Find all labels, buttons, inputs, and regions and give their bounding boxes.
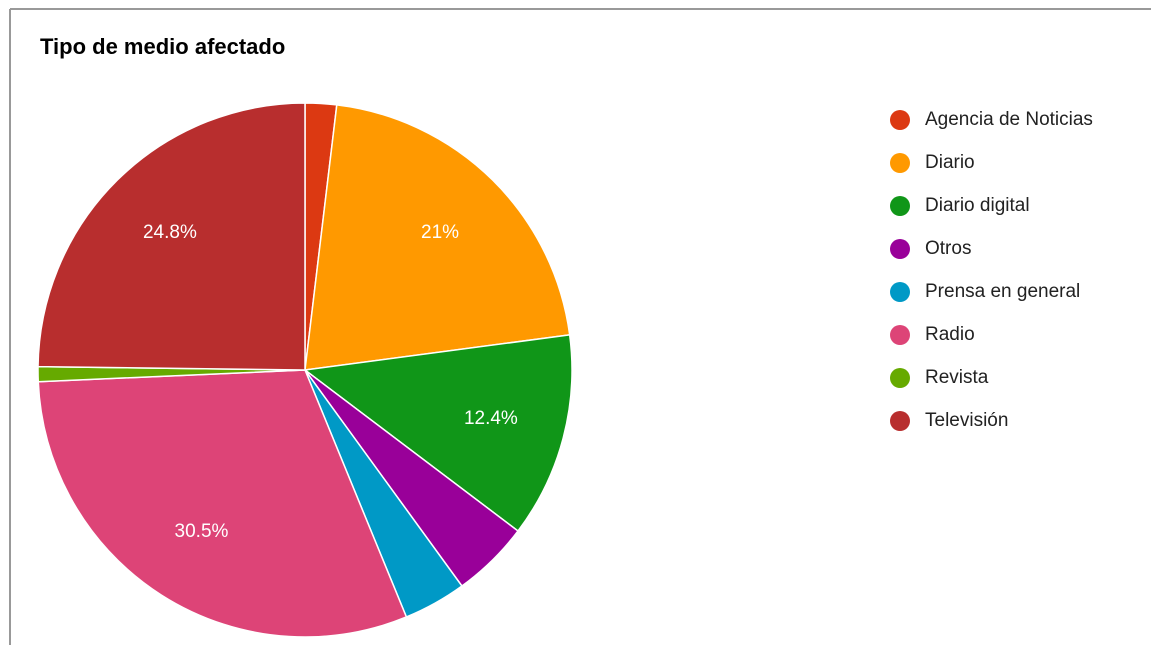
pie-slice: [37, 102, 306, 371]
legend-label: Radio: [925, 324, 975, 345]
legend-marker: [890, 368, 910, 388]
legend-marker: [890, 411, 910, 431]
legend-label: Agencia de Noticias: [925, 109, 1093, 130]
slice-label: 30.5%: [175, 521, 229, 542]
legend-label: Diario digital: [925, 195, 1030, 216]
legend-marker: [890, 325, 910, 345]
legend-marker: [890, 239, 910, 259]
legend-label: Diario: [925, 152, 975, 173]
pie-slice: [37, 369, 408, 638]
legend-marker: [890, 196, 910, 216]
legend-label: Otros: [925, 238, 971, 259]
legend-marker: [890, 282, 910, 302]
slice-label: 24.8%: [143, 222, 197, 243]
legend-label: Televisión: [925, 410, 1008, 431]
pie-slice: [304, 104, 571, 371]
slice-label: 12.4%: [464, 408, 518, 429]
chart-title: Tipo de medio afectado: [40, 34, 285, 59]
pie-slice: [303, 334, 573, 533]
legend-label: Revista: [925, 367, 989, 388]
legend-label: Prensa en general: [925, 281, 1080, 302]
legend-marker: [890, 110, 910, 130]
legend-marker: [890, 153, 910, 173]
slice-label: 21%: [421, 222, 459, 243]
